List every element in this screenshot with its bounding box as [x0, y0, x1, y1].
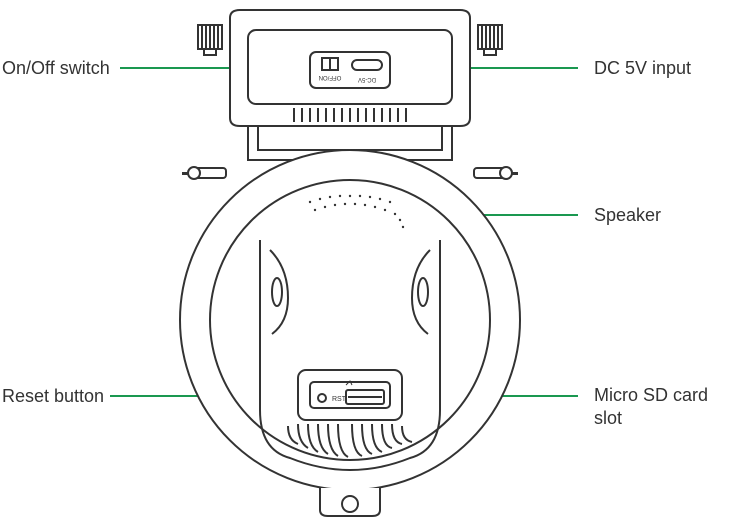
rst-text: RST	[332, 396, 347, 403]
reset-button	[318, 394, 326, 402]
speaker-label: Speaker	[594, 205, 661, 226]
microsd-label: Micro SD card slot	[594, 384, 734, 431]
dc5v-label: DC 5V input	[594, 58, 691, 79]
sd-module: RST	[298, 370, 402, 420]
body: RST	[180, 150, 520, 490]
onoff-switch: OFF/ON	[319, 58, 342, 80]
dc5v-text: DC-5V	[358, 76, 376, 82]
onoff-label: On/Off switch	[2, 58, 110, 79]
device-illustration: OFF/ON DC-5V	[170, 0, 570, 518]
head-block: OFF/ON DC-5V	[198, 10, 502, 126]
left-pin	[182, 167, 226, 179]
reset-label: Reset button	[2, 386, 104, 407]
right-pin	[474, 167, 518, 179]
offon-text: OFF/ON	[319, 74, 342, 80]
head-grille	[294, 108, 406, 122]
bottom-tab	[320, 488, 380, 516]
